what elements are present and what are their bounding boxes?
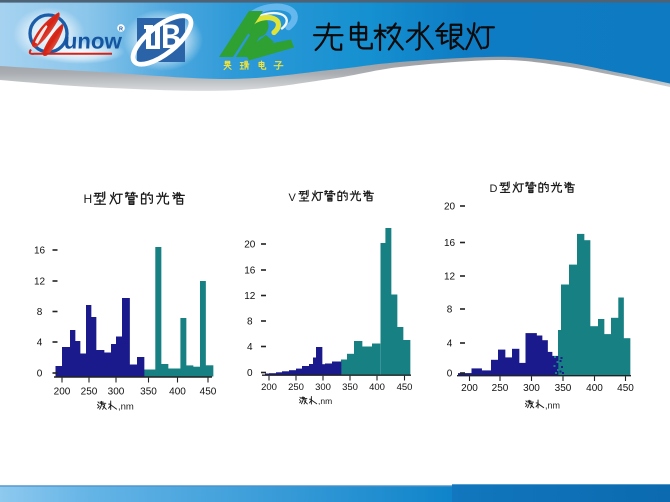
svg-text:unow: unow	[63, 29, 123, 54]
svg-text:400: 400	[169, 387, 186, 398]
svg-text:0: 0	[247, 368, 253, 379]
svg-text:200: 200	[261, 382, 277, 393]
svg-text:300: 300	[523, 383, 540, 394]
svg-text:250: 250	[81, 387, 98, 398]
svg-text:D: D	[490, 183, 498, 195]
svg-text:H: H	[84, 192, 93, 206]
svg-text:350: 350	[555, 383, 572, 394]
svg-text:450: 450	[397, 382, 413, 393]
svg-text:V: V	[289, 192, 297, 204]
svg-text:400: 400	[586, 383, 603, 394]
svg-text:20: 20	[444, 202, 456, 213]
svg-text:,nm: ,nm	[545, 401, 560, 411]
svg-text:12: 12	[34, 277, 46, 288]
svg-text:12: 12	[444, 272, 456, 283]
svg-text:4: 4	[247, 342, 253, 353]
svg-text:,nm: ,nm	[318, 396, 332, 406]
svg-text:8: 8	[247, 317, 253, 328]
svg-text:,nm: ,nm	[118, 402, 134, 413]
svg-text:300: 300	[315, 382, 331, 393]
svg-text:450: 450	[200, 387, 217, 398]
svg-text:8: 8	[447, 305, 453, 316]
svg-text:0: 0	[447, 369, 453, 380]
svg-text:12: 12	[244, 291, 256, 302]
svg-text:200: 200	[54, 387, 71, 398]
svg-text:16: 16	[444, 238, 456, 249]
svg-text:200: 200	[461, 383, 478, 394]
svg-text:250: 250	[492, 383, 509, 394]
svg-text:4: 4	[37, 338, 43, 349]
svg-text:450: 450	[617, 383, 634, 394]
svg-text:8: 8	[37, 307, 43, 318]
svg-text:400: 400	[369, 382, 385, 393]
svg-text:16: 16	[34, 246, 46, 257]
svg-text:20: 20	[244, 240, 256, 251]
svg-text:4: 4	[447, 339, 453, 350]
svg-text:16: 16	[244, 266, 256, 277]
svg-text:R: R	[119, 27, 123, 33]
svg-text:250: 250	[288, 382, 304, 393]
svg-text:350: 350	[342, 382, 358, 393]
svg-text:350: 350	[140, 387, 157, 398]
svg-text:0: 0	[37, 369, 43, 380]
svg-text:300: 300	[108, 387, 125, 398]
